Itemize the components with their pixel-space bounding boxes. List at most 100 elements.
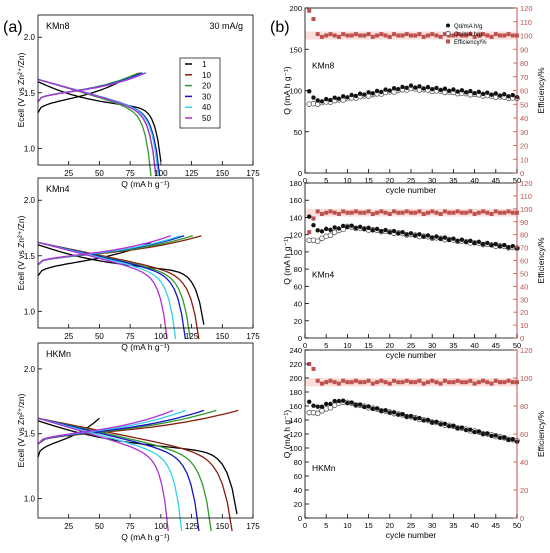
y2-tick-label: 70 xyxy=(520,244,528,253)
discharge-curve-cycle-40 xyxy=(37,417,183,532)
discharge-capacity-point xyxy=(383,227,388,233)
y-tick-label: 1.5 xyxy=(24,252,36,261)
x-tick-label: 150 xyxy=(216,522,230,531)
efficiency-point xyxy=(455,378,460,383)
discharge-capacity-point xyxy=(421,234,426,239)
x-tick-label: 75 xyxy=(126,522,135,531)
discharge-capacity-point xyxy=(468,427,473,432)
discharge-capacity-point xyxy=(446,424,452,429)
y2-tick-label: 0 xyxy=(520,169,524,178)
x-tick-label: 0 xyxy=(303,176,307,185)
y-axis-label: Q (mA h g⁻¹) xyxy=(282,410,292,459)
y-tick-label: 60 xyxy=(294,472,302,481)
discharge-capacity-point xyxy=(502,242,507,248)
efficiency-point xyxy=(459,380,464,385)
y-tick-label: 2.0 xyxy=(24,33,36,42)
x-tick-label: 20 xyxy=(386,176,394,185)
efficiency-point xyxy=(375,33,380,38)
x-tick-label: 50 xyxy=(95,522,104,531)
discharge-capacity-point xyxy=(349,223,354,228)
y2-tick-label: 40 xyxy=(520,282,528,291)
efficiency-point xyxy=(353,32,358,37)
x-tick-label: 20 xyxy=(386,521,394,530)
efficiency-point xyxy=(455,209,460,214)
discharge-capacity-point xyxy=(425,417,431,423)
efficiency-point xyxy=(341,32,346,37)
y2-axis-label: Efficiency/% xyxy=(536,67,546,114)
x-tick-label: 35 xyxy=(449,176,457,185)
efficiency-point xyxy=(459,210,464,215)
y-tick-label: 40 xyxy=(294,300,302,309)
discharge-capacity-point xyxy=(497,435,503,441)
discharge-capacity-point xyxy=(345,224,350,230)
efficiency-point xyxy=(421,381,426,386)
efficiency-point xyxy=(442,209,447,214)
efficiency-point xyxy=(336,34,341,39)
y-axis-label: Ecell (V vs Zn²⁺/Zn) xyxy=(16,52,26,127)
x-tick-label: 75 xyxy=(126,169,135,178)
discharge-capacity-point xyxy=(459,237,465,242)
y2-tick-label: 110 xyxy=(520,18,532,27)
efficiency-point xyxy=(345,210,350,215)
discharge-capacity-point xyxy=(345,95,350,100)
discharge-capacity-point xyxy=(357,91,363,96)
efficiency-point xyxy=(493,209,498,214)
y2-axis-label: Efficiency/% xyxy=(536,237,546,284)
legend-box xyxy=(179,57,221,129)
discharge-capacity-point xyxy=(396,412,401,417)
legend-entry: Efficiency/% xyxy=(454,40,487,46)
y-tick-label: 1.0 xyxy=(24,144,36,153)
efficiency-point xyxy=(349,210,354,215)
x-axis-label: Q (mA h g⁻¹) xyxy=(121,342,170,352)
efficiency-point xyxy=(502,380,507,385)
x-axis-label: Q (mA h g⁻¹) xyxy=(121,532,170,542)
legend-entry-40: 40 xyxy=(202,103,211,112)
y2-tick-label: 30 xyxy=(520,295,528,304)
discharge-capacity-point xyxy=(502,435,507,440)
discharge-capacity-point xyxy=(438,236,443,241)
charge-curve-cycle-10 xyxy=(37,72,142,103)
x-tick-label: 45 xyxy=(492,176,500,185)
efficiency-point xyxy=(353,378,358,383)
charge-curve-cycle-1 xyxy=(37,78,125,114)
sample-label: HKMn xyxy=(312,463,336,473)
discharge-capacity-point xyxy=(379,229,384,234)
y-tick-label: 1.5 xyxy=(24,89,36,98)
efficiency-point xyxy=(434,33,439,38)
efficiency-point xyxy=(370,381,375,386)
discharge-capacity-point xyxy=(336,398,342,404)
discharge-capacity-point xyxy=(332,225,337,230)
efficiency-point xyxy=(438,212,443,216)
x-tick-label: 10 xyxy=(343,176,351,185)
efficiency-point xyxy=(472,34,477,39)
efficiency-point xyxy=(383,380,388,385)
efficiency-point xyxy=(366,378,371,383)
discharge-capacity-point xyxy=(472,429,477,435)
x-tick-label: 30 xyxy=(428,176,436,185)
discharge-capacity-point xyxy=(319,99,325,104)
y2-tick-label: 50 xyxy=(520,269,528,278)
efficiency-point xyxy=(315,209,320,214)
efficiency-point xyxy=(447,380,452,385)
y-tick-label: 120 xyxy=(289,430,302,439)
discharge-capacity-point xyxy=(455,238,460,244)
efficiency-point xyxy=(366,209,371,214)
discharge-capacity-point xyxy=(442,421,448,427)
discharge-capacity-point xyxy=(374,406,380,411)
charge-capacity-point xyxy=(327,232,334,239)
efficiency-point xyxy=(324,210,329,215)
discharge-capacity-point xyxy=(324,226,329,232)
legend-swatch-efficiency xyxy=(446,39,450,44)
y-tick-label: 20 xyxy=(294,500,302,509)
discharge-capacity-point xyxy=(362,92,367,97)
efficiency-point xyxy=(396,380,401,385)
efficiency-point xyxy=(506,209,511,214)
efficiency-point xyxy=(366,32,371,37)
efficiency-point xyxy=(387,212,392,216)
efficiency-point xyxy=(447,210,452,215)
discharge-capacity-point xyxy=(324,96,329,102)
y-tick-label: 200 xyxy=(289,374,302,383)
x-tick-label: 175 xyxy=(246,522,260,531)
